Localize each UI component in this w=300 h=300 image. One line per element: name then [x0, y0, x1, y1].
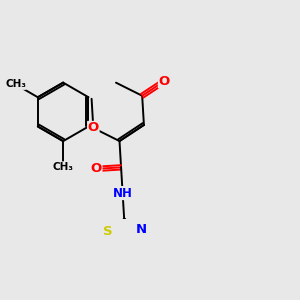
Text: CH₃: CH₃: [52, 162, 74, 172]
Text: N: N: [136, 224, 147, 236]
Text: O: O: [88, 122, 99, 134]
Text: CH₃: CH₃: [5, 80, 26, 89]
Text: O: O: [91, 162, 102, 176]
Text: NH: NH: [113, 187, 133, 200]
Text: S: S: [103, 225, 113, 239]
Text: O: O: [158, 75, 170, 88]
